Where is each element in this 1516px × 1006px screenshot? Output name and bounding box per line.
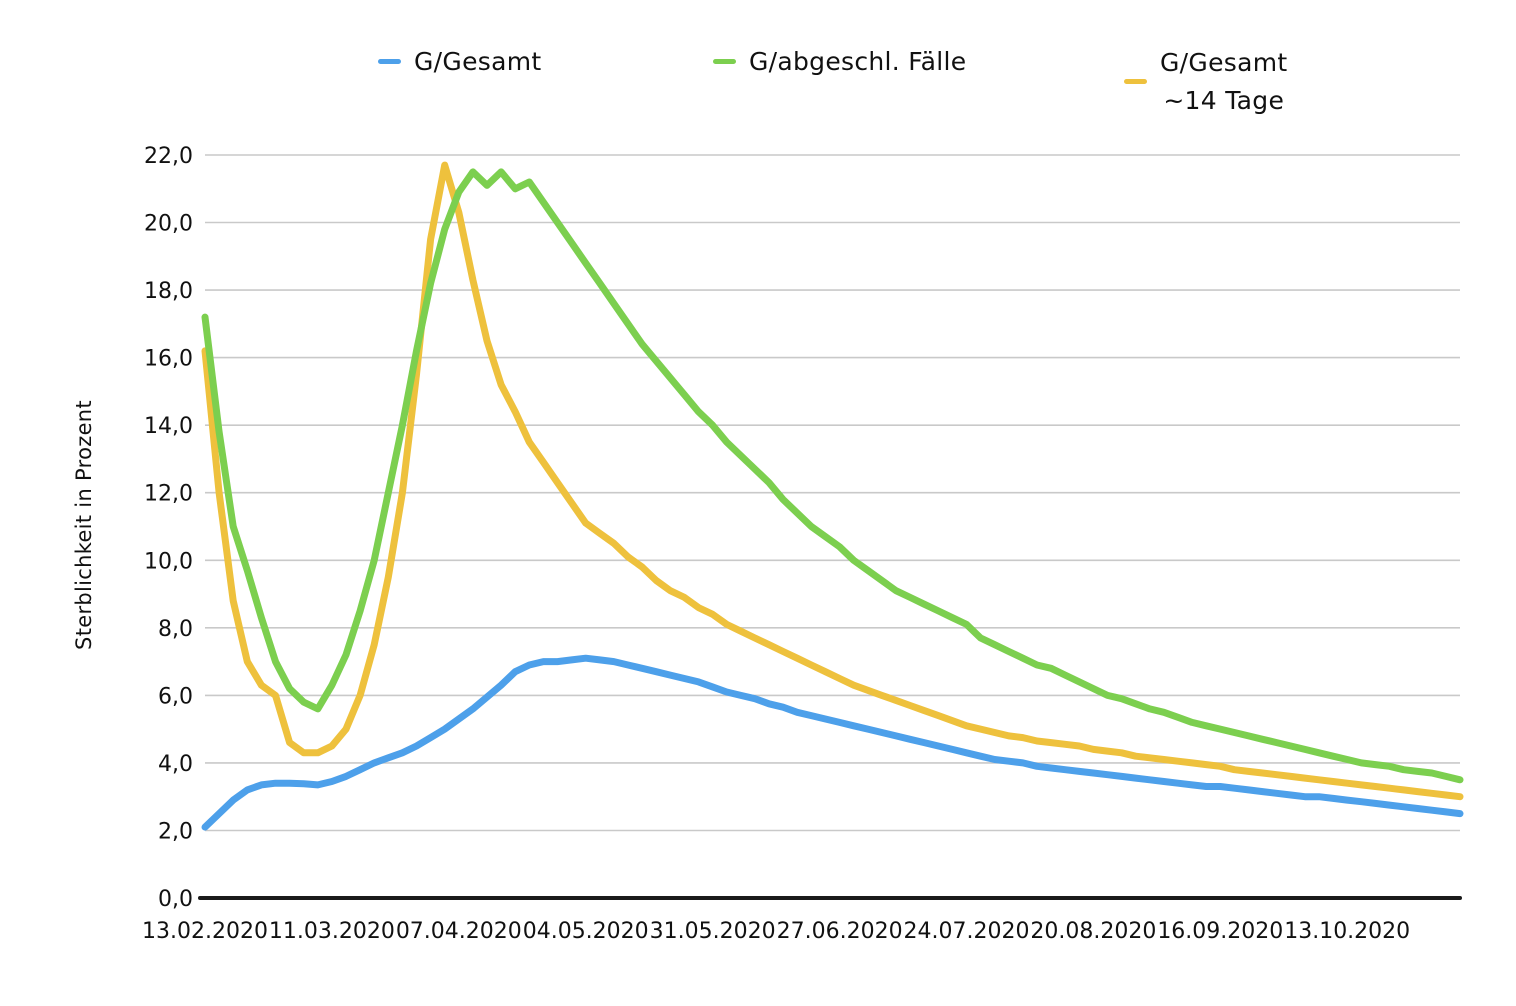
y-tick-label: 2,0 [158,820,193,845]
y-tick-label: 4,0 [158,752,193,777]
y-axis-title: Sterblichkeit in Prozent [72,400,96,650]
legend-marker-blue-icon [378,59,401,64]
x-tick-label: 13.02.2020 [142,919,268,944]
legend-label-g-gesamt-14-tage: G/Gesamt ~14 Tage [1160,44,1287,119]
legend-marker-green-icon [713,59,736,64]
x-tick-label: 20.08.2020 [1030,919,1156,944]
series-line-g-gesamt [201,654,1464,831]
legend-label-abgeschl-faelle: G/abgeschl. Fälle [749,47,967,76]
legend-item-g-gesamt-14-tage: G/Gesamt ~14 Tage [1124,44,1287,119]
y-tick-label: 12,0 [144,482,193,507]
x-tick-label: 24.07.2020 [904,919,1030,944]
legend-marker-yellow-icon [1124,79,1147,84]
y-tick-label: 22,0 [144,144,193,169]
y-tick-label: 18,0 [144,279,193,304]
y-tick-label: 10,0 [144,549,193,574]
legend-label-line2: ~14 Tage [1163,85,1285,115]
x-tick-label: 07.04.2020 [396,919,522,944]
x-tick-label: 31.05.2020 [650,919,776,944]
y-tick-label: 0,0 [158,887,193,912]
series-line-g-gesamt-14-tage [201,161,1464,801]
x-tick-label: 16.09.2020 [1157,919,1283,944]
series-line-g-abgeschl-f-lle [201,168,1464,784]
y-tick-label: 6,0 [158,684,193,709]
legend-item-g-gesamt: G/Gesamt [378,47,541,76]
y-tick-label: 8,0 [158,617,193,642]
legend-label-g-gesamt: G/Gesamt [414,47,542,76]
x-tick-label: 27.06.2020 [777,919,903,944]
y-tick-label: 20,0 [144,212,193,237]
legend-item-abgeschl-faelle: G/abgeschl. Fälle [713,47,966,76]
x-tick-label: 13.10.2020 [1284,919,1410,944]
x-tick-label: 11.03.2020 [269,919,395,944]
y-tick-label: 14,0 [144,414,193,439]
legend-label-line1: G/Gesamt [1160,48,1288,77]
x-tick-label: 04.05.2020 [523,919,649,944]
y-tick-label: 16,0 [144,347,193,372]
